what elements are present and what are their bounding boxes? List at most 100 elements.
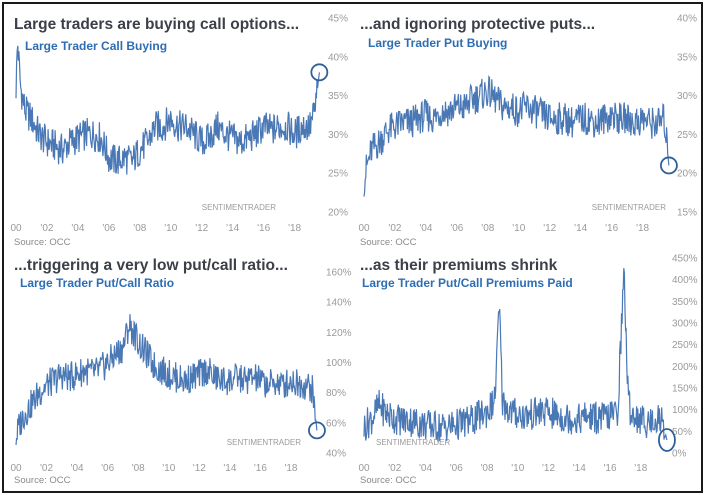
x-tick-label: '14: [573, 463, 586, 474]
x-tick-label: '10: [511, 463, 524, 474]
x-tick-label: '10: [164, 223, 177, 234]
x-axis: 00 '02 '04 '06 '08 '10 '12 '14 '16 '18: [358, 223, 649, 234]
panel-premiums-paid: ...as their premiums shrink Large Trader…: [358, 254, 697, 487]
panel-put-buying: ...and ignoring protective puts... Large…: [358, 14, 697, 249]
source-label: Source: OCC: [14, 475, 71, 486]
x-tick-label: '08: [132, 463, 145, 474]
y-tick-label: 25%: [328, 169, 348, 180]
x-tick-label: '06: [102, 223, 115, 234]
panel-heading: Large traders are buying call options...: [14, 16, 299, 33]
y-tick-label: 400%: [672, 275, 698, 286]
y-tick-label: 80%: [326, 388, 346, 399]
chart-title: Large Trader Put/Call Ratio: [20, 276, 174, 290]
x-tick-label: '16: [257, 223, 270, 234]
series-line: [15, 314, 318, 446]
x-tick-label: 00: [358, 463, 370, 474]
y-tick-label: 30%: [677, 91, 697, 102]
highlight-circle: [308, 421, 326, 440]
x-tick-label: 00: [358, 223, 370, 234]
x-tick-label: '18: [636, 223, 649, 234]
y-tick-label: 150%: [672, 384, 698, 395]
y-tick-label: 160%: [326, 268, 352, 279]
chart-title: Large Trader Call Buying: [25, 39, 167, 53]
watermark: SENTIMENTRADER: [592, 203, 666, 212]
x-tick-label: '08: [133, 223, 146, 234]
x-axis: 00 '02 '04 '06 '08 '10 '12 '14 '16 '18: [10, 463, 297, 474]
x-axis: 00 '02 '04 '06 '08 '10 '12 '14 '16 '18: [10, 223, 301, 234]
source-label: Source: OCC: [360, 237, 417, 248]
panel-heading: ...triggering a very low put/call ratio.…: [14, 257, 288, 274]
x-tick-label: '02: [388, 463, 401, 474]
y-tick-label: 60%: [326, 418, 346, 429]
x-tick-label: '14: [226, 223, 239, 234]
y-tick-label: 120%: [326, 328, 352, 339]
y-tick-label: 45%: [328, 14, 348, 25]
x-tick-label: '04: [419, 223, 432, 234]
chart-title: Large Trader Put/Call Premiums Paid: [362, 276, 573, 290]
y-tick-label: 50%: [672, 427, 692, 438]
highlight-circle: [660, 156, 678, 175]
y-tick-label: 35%: [328, 91, 348, 102]
x-tick-label: 00: [10, 223, 22, 234]
x-tick-label: '10: [162, 463, 175, 474]
y-tick-label: 40%: [328, 52, 348, 63]
y-tick-label: 140%: [326, 298, 352, 309]
y-tick-label: 20%: [677, 169, 697, 180]
x-tick-label: '18: [634, 463, 647, 474]
x-tick-label: '12: [543, 223, 556, 234]
y-tick-label: 450%: [672, 254, 698, 265]
x-tick-label: '16: [605, 223, 618, 234]
highlight-circle: [658, 428, 676, 452]
y-tick-label: 350%: [672, 297, 698, 308]
x-tick-label: '12: [193, 463, 206, 474]
x-tick-label: '06: [101, 463, 114, 474]
x-tick-label: '06: [450, 223, 463, 234]
x-axis: 00 '02 '04 '06 '08 '10 '12 '14 '16 '18: [358, 463, 647, 474]
source-label: Source: OCC: [360, 475, 417, 486]
x-tick-label: '02: [388, 223, 401, 234]
x-tick-label: '06: [450, 463, 463, 474]
x-tick-label: '08: [480, 463, 493, 474]
panel-heading: ...and ignoring protective puts...: [360, 16, 595, 33]
y-tick-label: 40%: [326, 449, 346, 460]
highlight-circle: [310, 63, 329, 82]
source-label: Source: OCC: [14, 237, 71, 248]
watermark: SENTIMENTRADER: [227, 438, 301, 447]
y-tick-label: 250%: [672, 340, 698, 351]
y-axis: 0% 50% 100% 150% 200% 250% 300% 350% 400% 450%: [672, 254, 698, 460]
x-tick-label: '04: [419, 463, 432, 474]
y-tick-label: 20%: [328, 208, 348, 219]
x-tick-label: '18: [284, 463, 297, 474]
y-tick-label: 25%: [677, 130, 697, 141]
x-tick-label: '12: [542, 463, 555, 474]
series-line: [15, 45, 320, 175]
panel-put-call-ratio: ...triggering a very low put/call ratio.…: [10, 257, 351, 486]
y-axis: 15% 20% 25% 30% 35% 40%: [677, 14, 697, 219]
y-tick-label: 300%: [672, 319, 698, 330]
x-tick-label: '02: [40, 463, 53, 474]
y-tick-label: 35%: [677, 52, 697, 63]
x-tick-label: '16: [604, 463, 617, 474]
x-tick-label: '02: [40, 223, 53, 234]
y-tick-label: 15%: [677, 208, 697, 219]
y-tick-label: 100%: [326, 358, 352, 369]
watermark: SENTIMENTRADER: [376, 438, 450, 447]
series-line: [363, 74, 670, 197]
figure: Large traders are buying call options...…: [10, 14, 697, 487]
y-tick-label: 30%: [328, 130, 348, 141]
x-tick-label: '16: [254, 463, 267, 474]
x-tick-label: 00: [10, 463, 22, 474]
panel-heading: ...as their premiums shrink: [360, 257, 558, 274]
x-tick-label: '04: [71, 223, 84, 234]
y-tick-label: 40%: [677, 14, 697, 25]
series-line: [363, 268, 668, 442]
x-tick-label: '18: [288, 223, 301, 234]
x-tick-label: '08: [481, 223, 494, 234]
y-tick-label: 0%: [672, 449, 687, 460]
y-axis: 40% 60% 80% 100% 120% 140% 160%: [326, 268, 352, 460]
x-tick-label: '12: [195, 223, 208, 234]
x-tick-label: '04: [71, 463, 84, 474]
y-axis: 20% 25% 30% 35% 40% 45%: [328, 14, 348, 219]
y-tick-label: 200%: [672, 362, 698, 373]
